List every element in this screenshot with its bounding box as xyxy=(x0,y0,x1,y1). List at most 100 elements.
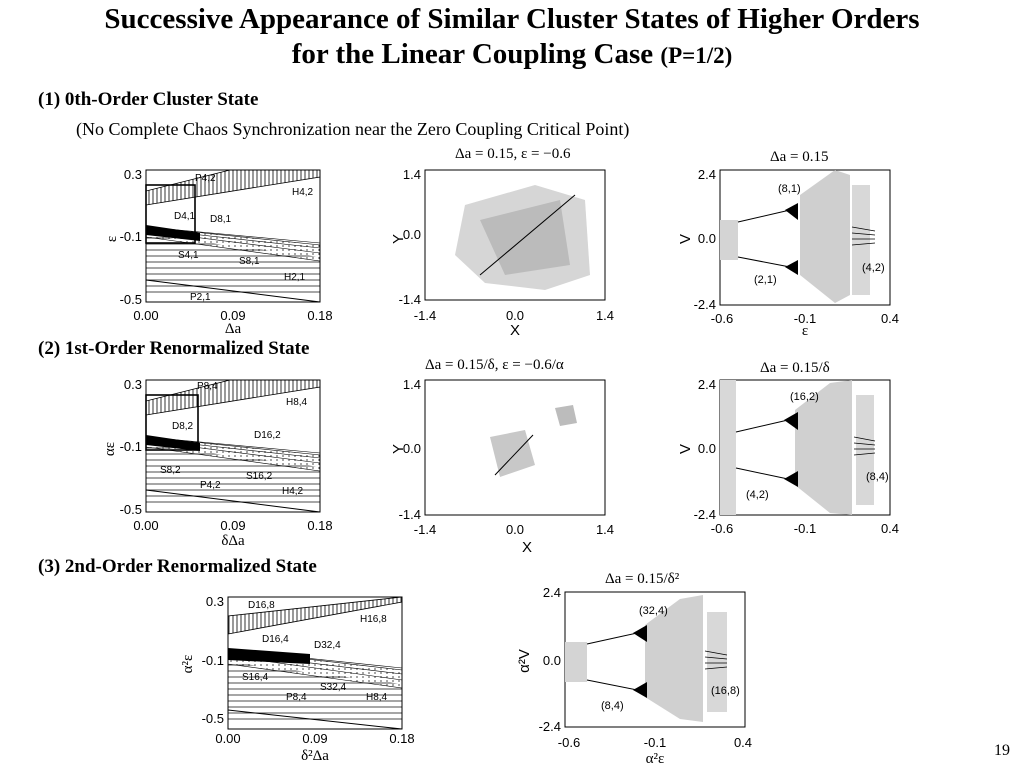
tick-label: 2.4 xyxy=(543,585,561,600)
tick-label: 0.18 xyxy=(307,518,332,533)
region-label: H8,4 xyxy=(366,692,388,703)
title-line-1: Successive Appearance of Similar Cluster… xyxy=(104,3,920,35)
tick-label: -0.1 xyxy=(794,521,816,536)
region-label: H2,1 xyxy=(284,272,306,283)
tick-label: -2.4 xyxy=(694,297,716,312)
row2-attractor-plot: 1.4 0.0 -1.4 -1.4 0.0 1.4 Y X xyxy=(390,377,614,556)
y-axis-label: V xyxy=(677,444,694,454)
x-axis-label: δ²Δa xyxy=(301,748,329,764)
x-axis-label: δΔa xyxy=(221,533,245,549)
region-label: D8,1 xyxy=(210,214,232,225)
region-label: D32,4 xyxy=(314,640,341,651)
row3-phase-diagram: 0.3 -0.1 -0.5 0.00 0.09 0.18 α²ε δ²Δa D1… xyxy=(180,594,415,764)
tick-label: -2.4 xyxy=(694,507,716,522)
region-label: S4,1 xyxy=(178,250,199,261)
row1-phase-diagram: 0.3 -0.1 -0.5 0.00 0.09 0.18 ε Δa P4,2 H… xyxy=(104,167,333,337)
tick-label: -0.1 xyxy=(120,439,142,454)
y-axis-label: α²V xyxy=(516,649,533,673)
tick-label: 0.4 xyxy=(734,735,752,750)
branch-label: (32,4) xyxy=(639,605,668,617)
region-label: H4,2 xyxy=(282,486,304,497)
x-axis-label: X xyxy=(510,322,520,339)
tick-label: 0.00 xyxy=(133,308,158,323)
region-label: D16,2 xyxy=(254,430,281,441)
region-label: S8,2 xyxy=(160,465,181,476)
x-axis-label: X xyxy=(522,539,532,556)
tick-label: 1.4 xyxy=(596,308,614,323)
region-label: S16,2 xyxy=(246,471,273,482)
tick-label: -1.4 xyxy=(399,507,421,522)
tick-label: 1.4 xyxy=(596,522,614,537)
section-2-heading: (2) 1st-Order Renormalized State xyxy=(38,338,310,359)
section-1-note: (No Complete Chaos Synchronization near … xyxy=(76,119,630,139)
y-axis-label: V xyxy=(677,234,694,244)
tick-label: 0.3 xyxy=(124,377,142,392)
y-axis-label: Y xyxy=(390,234,407,244)
row2-phase-diagram: 0.3 -0.1 -0.5 0.00 0.09 0.18 αε δΔa P8,4… xyxy=(102,377,333,549)
tick-label: 0.00 xyxy=(133,518,158,533)
branch-label: (16,8) xyxy=(711,685,740,697)
row1-attractor-plot: 1.4 0.0 -1.4 -1.4 0.0 1.4 Y X xyxy=(390,167,614,339)
region-label: H8,4 xyxy=(286,397,308,408)
tick-label: 2.4 xyxy=(698,167,716,182)
row1-bifurcation-plot: 2.4 0.0 -2.4 -0.6 -0.1 0.4 V ε (8,1) (2,… xyxy=(677,167,899,339)
region-label: P2,1 xyxy=(190,292,211,303)
branch-label: (16,2) xyxy=(790,391,819,403)
region-label: S32,4 xyxy=(320,682,347,693)
tick-label: -0.1 xyxy=(120,229,142,244)
tick-label: 0.3 xyxy=(124,167,142,182)
row2-attractor-title: Δa = 0.15/δ, ε = −0.6/α xyxy=(425,357,564,373)
tick-label: 0.0 xyxy=(698,441,716,456)
tick-label: 0.3 xyxy=(206,594,224,609)
tick-label: 0.00 xyxy=(215,731,240,746)
tick-label: -0.5 xyxy=(120,292,142,307)
region-label: S16,4 xyxy=(242,672,269,683)
tick-label: 0.0 xyxy=(506,308,524,323)
region-label: H4,2 xyxy=(292,187,314,198)
row3-bifurcation-plot: 2.4 0.0 -2.4 -0.6 -0.1 0.4 α²V α²ε (32,4… xyxy=(516,585,752,767)
region-label: P4,2 xyxy=(195,173,216,184)
branch-label: (4,2) xyxy=(746,489,769,501)
tick-label: -0.6 xyxy=(711,311,733,326)
row3-bifurcation-title: Δa = 0.15/δ² xyxy=(605,571,680,587)
tick-label: 0.18 xyxy=(307,308,332,323)
region-label: S8,1 xyxy=(239,256,260,267)
region-label: D8,2 xyxy=(172,421,194,432)
row2-bifurcation-title: Δa = 0.15/δ xyxy=(760,360,830,376)
branch-label: (8,4) xyxy=(601,700,624,712)
tick-label: -1.4 xyxy=(414,308,436,323)
title-line-2-text: for the Linear Coupling Case xyxy=(291,38,654,70)
x-axis-label: α²ε xyxy=(646,751,665,767)
tick-label: -0.6 xyxy=(711,521,733,536)
tick-label: -0.1 xyxy=(644,735,666,750)
row2-bifurcation-plot: 2.4 0.0 -2.4 -0.6 -0.1 0.4 V (16,2) (4,2… xyxy=(677,377,899,536)
section-3-heading: (3) 2nd-Order Renormalized State xyxy=(38,556,317,577)
title-line-2: for the Linear Coupling Case (P=1/2) xyxy=(0,37,1024,73)
tick-label: 1.4 xyxy=(403,167,421,182)
slide-title: Successive Appearance of Similar Cluster… xyxy=(0,2,1024,73)
region-label: P8,4 xyxy=(197,381,218,392)
tick-label: 0.18 xyxy=(389,731,414,746)
tick-label: -0.1 xyxy=(794,311,816,326)
y-axis-label: α²ε xyxy=(180,655,196,674)
branch-label: (4,2) xyxy=(862,262,885,274)
y-axis-label: Y xyxy=(390,444,407,454)
x-axis-label: Δa xyxy=(225,321,242,337)
tick-label: 0.0 xyxy=(506,522,524,537)
page-number: 19 xyxy=(994,742,1010,759)
region-label: D16,4 xyxy=(262,634,289,645)
row1-attractor-title: Δa = 0.15, ε = −0.6 xyxy=(455,146,571,162)
y-axis-label: αε xyxy=(102,442,118,456)
tick-label: 0.09 xyxy=(220,518,245,533)
tick-label: -0.5 xyxy=(120,502,142,517)
y-axis-label: ε xyxy=(104,236,120,242)
title-param: (P=1/2) xyxy=(660,43,733,68)
section-1-heading: (1) 0th-Order Cluster State xyxy=(38,89,259,110)
tick-label: 0.0 xyxy=(543,653,561,668)
branch-label: (2,1) xyxy=(754,274,777,286)
tick-label: 1.4 xyxy=(403,377,421,392)
x-axis-label: ε xyxy=(802,323,808,339)
row1-bifurcation-title: Δa = 0.15 xyxy=(770,149,829,165)
tick-label: -0.6 xyxy=(558,735,580,750)
branch-label: (8,1) xyxy=(778,183,801,195)
